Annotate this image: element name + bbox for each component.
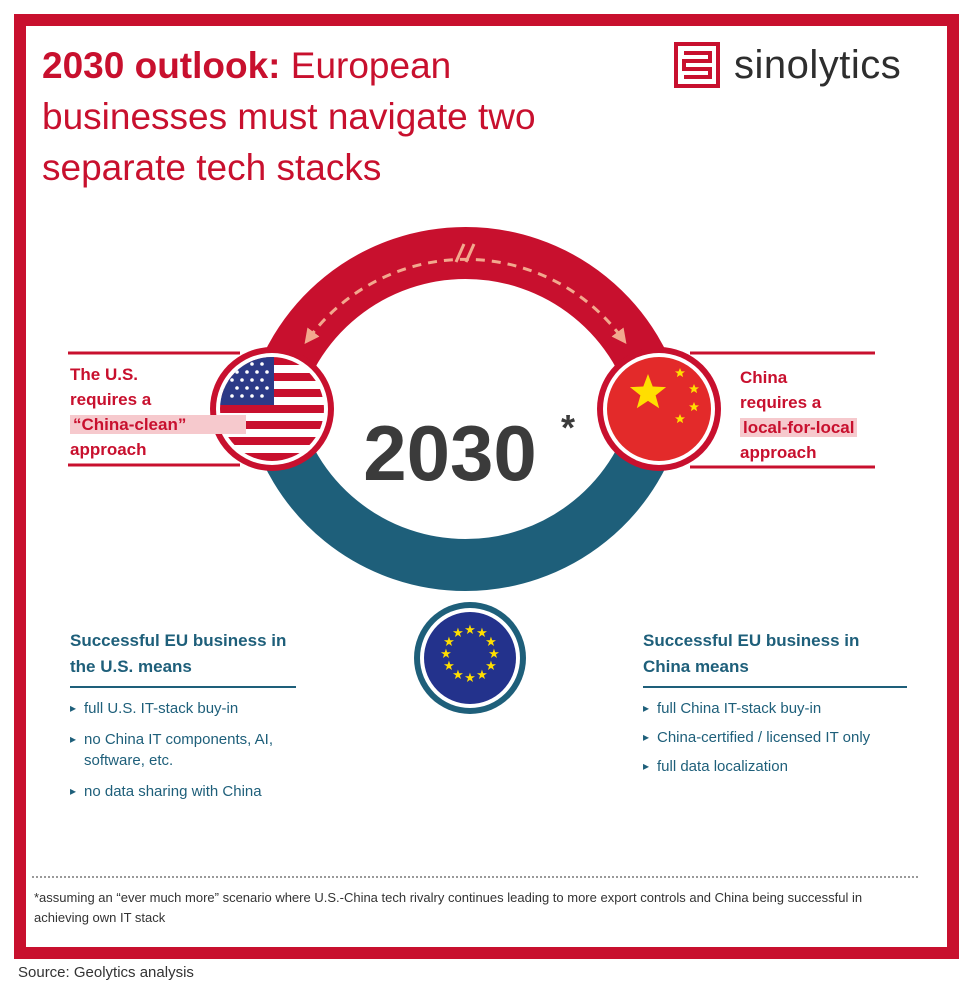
us-label-line4: approach	[70, 440, 147, 459]
china-label-line2: requires a	[740, 393, 822, 412]
china-label-line1: China	[740, 368, 788, 387]
china-requirement-label: China requires a local-for-local approac…	[740, 365, 858, 465]
eu-flag-icon: ★ ★ ★ ★ ★ ★ ★ ★ ★ ★ ★ ★	[414, 602, 526, 714]
svg-text:★: ★	[485, 659, 497, 674]
list-item: no China IT components, AI, software, et…	[70, 729, 296, 771]
list-item: China-certified / licensed IT only	[643, 727, 907, 748]
svg-text:★: ★	[485, 635, 497, 650]
logo-text: sinolytics	[734, 42, 902, 87]
sinolytics-mark-icon	[674, 42, 720, 88]
list-item: full U.S. IT-stack buy-in	[70, 698, 296, 719]
list-item: full data localization	[643, 756, 907, 777]
svg-text:★: ★	[488, 647, 500, 662]
dashed-arrow	[304, 257, 627, 345]
source-note: Source: Geolytics analysis	[18, 964, 194, 981]
break-mark-icon	[454, 243, 476, 263]
svg-text:★: ★	[440, 647, 452, 662]
us-block-divider	[70, 686, 296, 688]
center-year: 2030	[363, 409, 537, 497]
us-label-line2: requires a	[70, 390, 152, 409]
page-title: 2030 outlook: European businesses must n…	[42, 40, 602, 193]
china-success-block: Successful EU business in China means fu…	[643, 628, 907, 785]
logo: sinolytics	[674, 42, 901, 88]
svg-text:★: ★	[464, 671, 476, 686]
svg-text:★: ★	[452, 668, 464, 683]
svg-text:★: ★	[443, 659, 455, 674]
list-item: full China IT-stack buy-in	[643, 698, 907, 719]
title-bold: 2030 outlook:	[42, 45, 281, 86]
footnote: *assuming an “ever much more” scenario w…	[34, 890, 863, 925]
center-asterisk: *	[561, 407, 575, 448]
arrow-cn-eu	[532, 480, 676, 660]
svg-text:★: ★	[443, 635, 455, 650]
china-label-highlight: local-for-local	[740, 418, 858, 437]
china-label-line4: approach	[740, 443, 817, 462]
us-flag-icon	[210, 347, 334, 471]
us-label-line1: The U.S.	[70, 365, 139, 384]
arrow-us-eu	[255, 480, 416, 658]
svg-text:★: ★	[452, 626, 464, 641]
china-flag-icon	[597, 347, 721, 471]
us-requirement-label: The U.S. requires a “China-clean” approa…	[70, 362, 247, 462]
us-label-highlight: “China-clean”	[70, 415, 247, 434]
svg-text:★: ★	[476, 626, 488, 641]
red-arc-band	[246, 226, 685, 415]
china-block-divider	[643, 686, 907, 688]
title-rest: European businesses must navigate two se…	[42, 45, 536, 188]
svg-text:★: ★	[464, 623, 476, 638]
china-block-heading: Successful EU business in China means	[643, 631, 860, 676]
svg-text:★: ★	[476, 668, 488, 683]
list-item: no data sharing with China	[70, 781, 296, 802]
footnote-divider	[32, 876, 918, 878]
us-block-heading: Successful EU business in the U.S. means	[70, 631, 287, 676]
us-success-block: Successful EU business in the U.S. means…	[70, 628, 296, 812]
